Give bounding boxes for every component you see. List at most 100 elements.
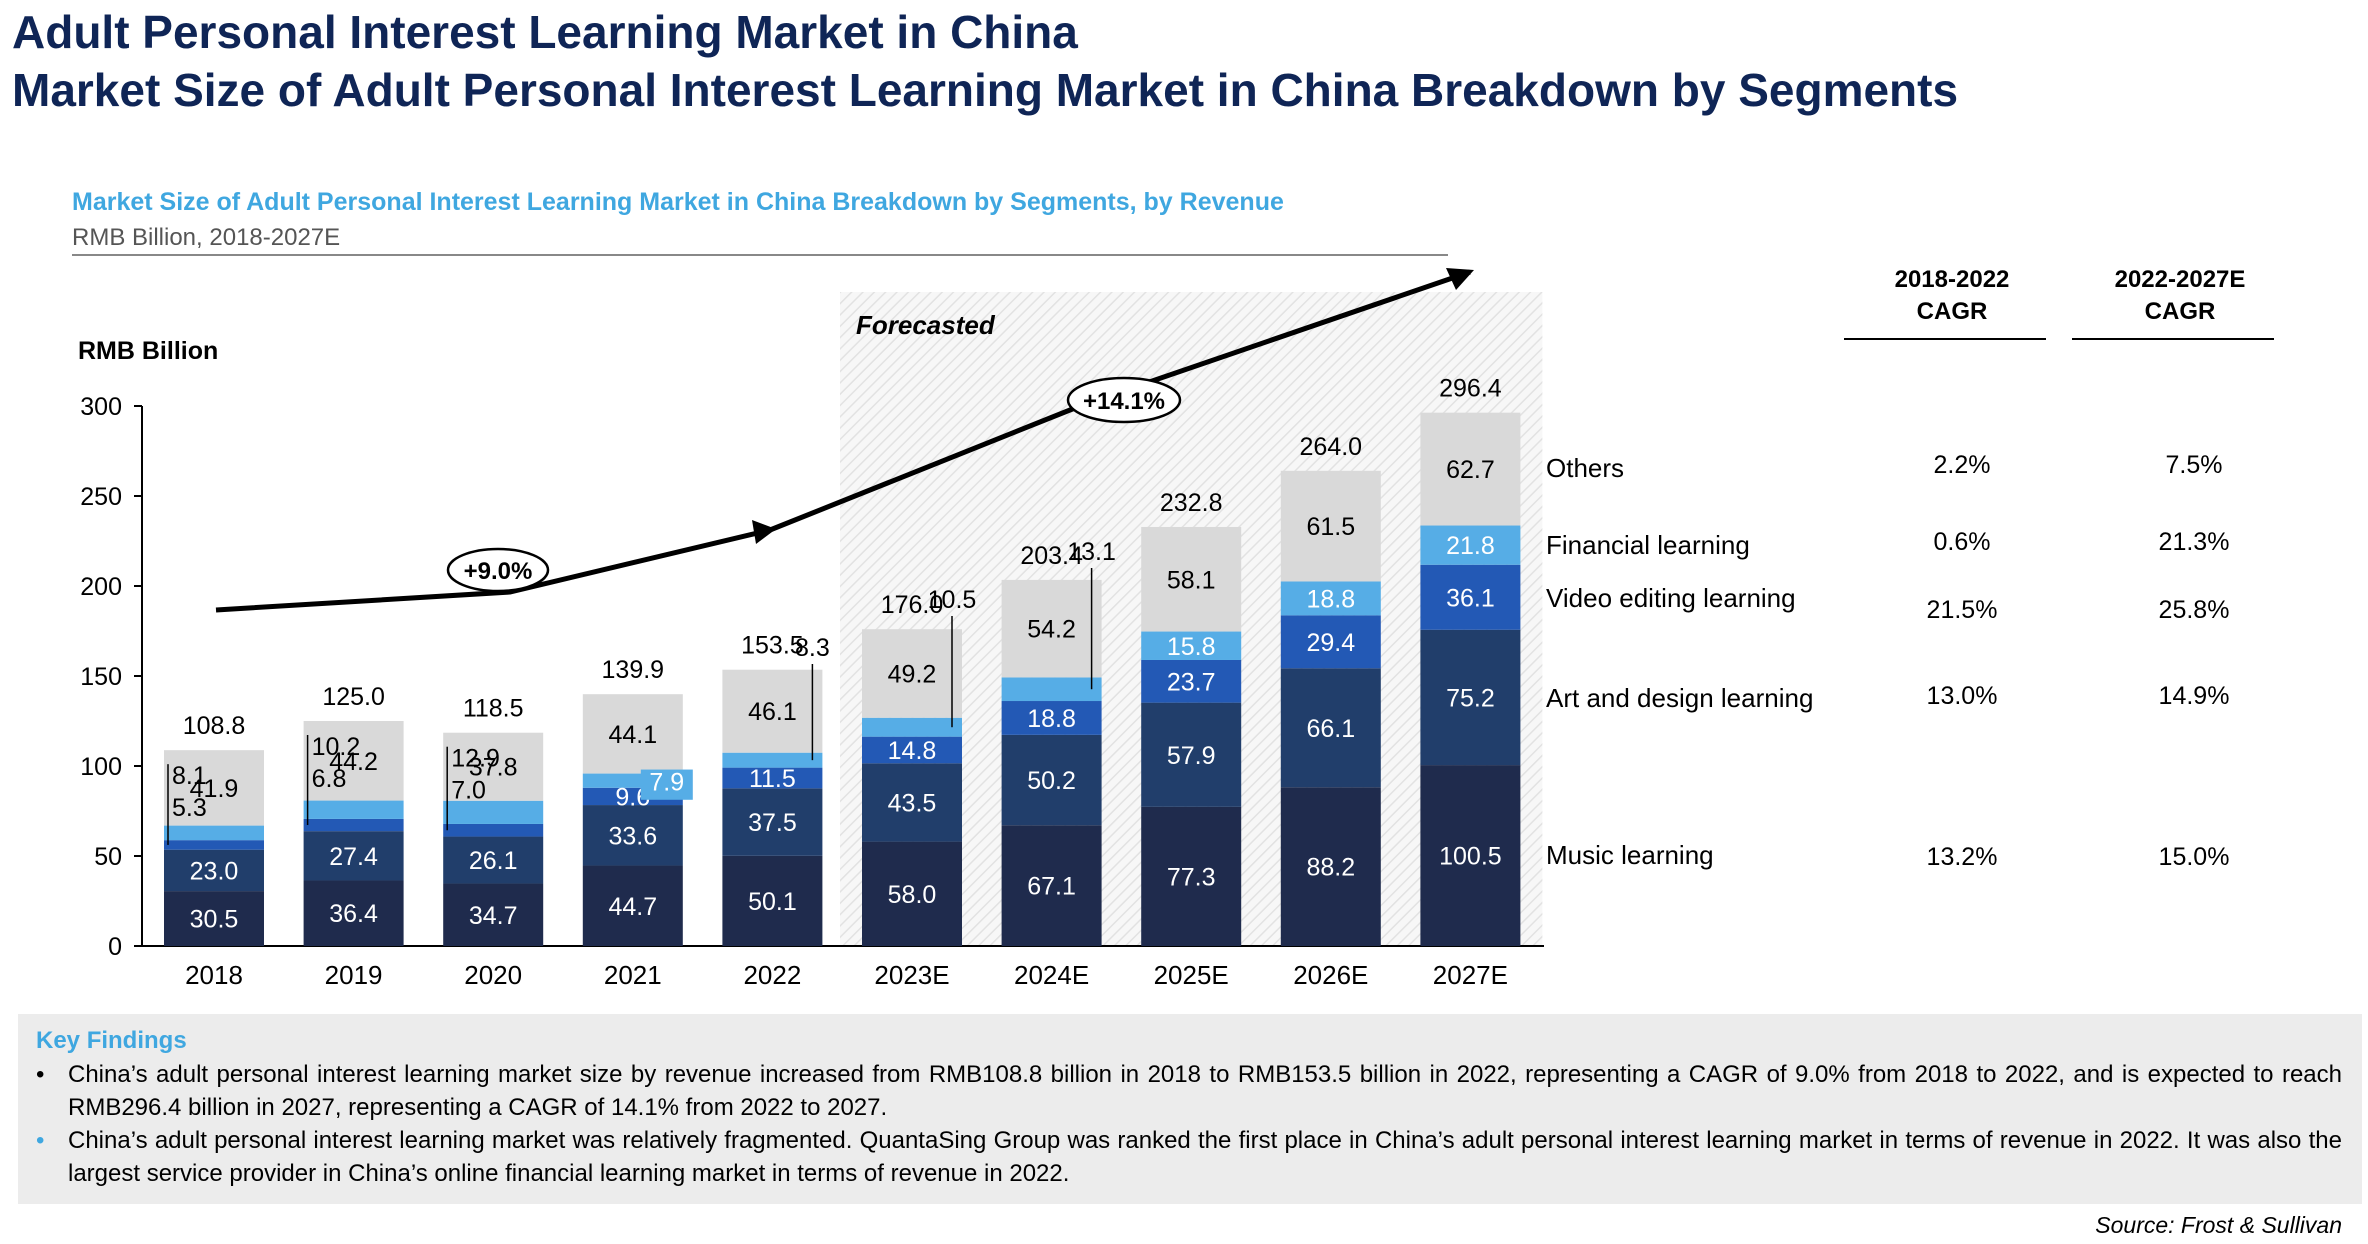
y-tick-label: 150	[80, 663, 122, 691]
y-tick-label: 50	[94, 843, 122, 871]
callout-label-financial: 8.3	[795, 634, 830, 662]
source-note: Source: Frost & Sullivan	[2095, 1212, 2342, 1238]
bar-segment-music-learning	[164, 891, 264, 946]
callout-label-financial: 10.2	[312, 733, 361, 761]
segment-name-others: Others	[1546, 453, 1625, 483]
callout-label-video-editing: 7.0	[451, 777, 486, 805]
cagr-value-others-1: 2.2%	[1933, 451, 1991, 479]
bar-segment-others	[1001, 579, 1102, 678]
bar-segment-financial-learning	[303, 800, 404, 819]
bar-segment-art-and-design-learning	[164, 849, 264, 892]
total-label: 232.8	[1160, 489, 1223, 517]
total-label: 264.0	[1300, 433, 1363, 461]
bar-segment-music-learning	[722, 855, 823, 946]
key-findings-panel: Key Findings • China’s adult personal in…	[18, 1014, 2362, 1204]
data-label: 77.3	[1167, 863, 1216, 891]
x-tick-label: 2026E	[1293, 960, 1368, 990]
bar-segment-others	[862, 629, 962, 718]
segment-name-art-design: Art and design learning	[1546, 683, 1814, 713]
data-label: 23.7	[1167, 668, 1216, 696]
finding-text-2: China’s adult personal interest learning…	[68, 1127, 2342, 1187]
data-label: 26.1	[469, 847, 518, 875]
x-tick-label: 2019	[325, 960, 383, 990]
bar-segment-video-editing-learning	[1001, 701, 1102, 735]
data-label: 21.8	[1446, 532, 1495, 560]
cagr-badge-2	[1066, 376, 1182, 424]
data-label: 44.2	[329, 748, 378, 776]
y-tick-label: 200	[80, 573, 122, 601]
x-tick-label: 2024E	[1014, 960, 1089, 990]
cagr-value-video-editing-2: 25.8%	[2158, 596, 2230, 624]
total-label: 296.4	[1439, 375, 1502, 403]
data-label: 54.2	[1027, 616, 1076, 644]
x-tick-label: 2018	[185, 960, 243, 990]
bar-segment-art-and-design-learning	[1141, 702, 1242, 807]
chart-unit-subtitle: RMB Billion, 2018-2027E	[72, 224, 341, 251]
data-label: 46.1	[748, 698, 797, 726]
cagr-value-video-editing-1: 21.5%	[1926, 596, 1998, 624]
bar-segment-art-and-design-learning	[1001, 734, 1102, 826]
bar-segment-music-learning	[1280, 787, 1381, 946]
cagr-value-financial-1: 0.6%	[1933, 528, 1991, 556]
data-label: 58.1	[1167, 566, 1216, 594]
cagr-arrow-1	[215, 527, 771, 613]
cagr-header-2022-2027e: 2022-2027E CAGR	[2080, 264, 2280, 328]
x-tick-label: 2020	[464, 960, 522, 990]
bar-segment-art-and-design-learning	[1280, 668, 1381, 788]
cagr-value-music-2: 15.0%	[2158, 843, 2230, 871]
data-label: 44.7	[608, 893, 657, 921]
data-label: 44.1	[608, 721, 657, 749]
data-label: 18.8	[1027, 705, 1076, 733]
callout-label-financial: 8.1	[172, 762, 207, 790]
bar-segment-financial-learning	[862, 717, 962, 737]
title-divider	[72, 254, 1448, 256]
cagr-value-others-2: 7.5%	[2165, 451, 2223, 479]
data-label: 75.2	[1446, 684, 1495, 712]
data-label: 34.7	[469, 902, 518, 930]
stacked-bar-chart: Forecasted 0 50 100 150 200 250 300 RMB Billion…	[78, 268, 1544, 990]
data-label: 36.1	[1446, 584, 1495, 612]
y-tick-label: 100	[80, 753, 122, 781]
bar-segment-others	[303, 721, 404, 801]
x-tick-label: 2025E	[1154, 960, 1229, 990]
bar-segment-financial-learning	[164, 825, 264, 841]
bar-segment-video-editing-learning	[862, 736, 962, 764]
cagr-value-financial-2: 21.3%	[2158, 528, 2230, 556]
data-label: 37.8	[469, 754, 518, 782]
total-label: 153.5	[741, 632, 804, 660]
segment-name-video-editing: Video editing learning	[1546, 583, 1796, 613]
page-subtitle: Market Size of Adult Personal Interest L…	[12, 64, 1959, 116]
bar-segment-others	[722, 669, 823, 753]
bar-segment-art-and-design-learning	[862, 763, 962, 842]
callout-label-financial: 13.1	[1067, 538, 1116, 566]
x-tick-label: 2022	[743, 960, 801, 990]
bar-segment-music-learning	[1001, 825, 1102, 946]
data-label: 18.8	[1306, 585, 1355, 613]
finding-item: • China’s adult personal interest learni…	[36, 1058, 2342, 1124]
forecast-label: Forecasted	[856, 310, 996, 340]
page-title: Adult Personal Interest Learning Market …	[12, 6, 1078, 58]
data-label: 50.2	[1027, 767, 1076, 795]
finding-item: • China’s adult personal interest learni…	[36, 1124, 2342, 1190]
data-label: 29.4	[1306, 629, 1355, 657]
bar-segment-others	[1420, 412, 1521, 526]
bar-segment-others	[1141, 526, 1242, 632]
bar-segment-financial-learning	[1141, 631, 1242, 660]
bullet-icon: •	[36, 1061, 45, 1088]
bar-segment-others	[164, 750, 264, 826]
finding-text-1: China’s adult personal interest learning…	[68, 1061, 2342, 1121]
bar-segment-video-editing-learning	[303, 818, 404, 832]
bar-segment-others	[443, 732, 544, 801]
bar-segment-music-learning	[303, 880, 404, 946]
data-label: 14.8	[888, 737, 937, 765]
bar-segment-music-learning	[1420, 765, 1521, 946]
data-label: 66.1	[1306, 715, 1355, 743]
bar-segment-financial-learning	[1280, 581, 1381, 616]
callout-label-financial: 12.9	[451, 745, 500, 773]
cagr-value-music-1: 13.2%	[1926, 843, 1998, 871]
chart-title: Market Size of Adult Personal Interest L…	[72, 188, 1284, 216]
y-tick-label: 0	[108, 933, 122, 961]
data-label: 11.5	[749, 765, 796, 793]
total-label: 176.0	[881, 591, 944, 619]
bar-segment-video-editing-learning	[443, 823, 544, 837]
